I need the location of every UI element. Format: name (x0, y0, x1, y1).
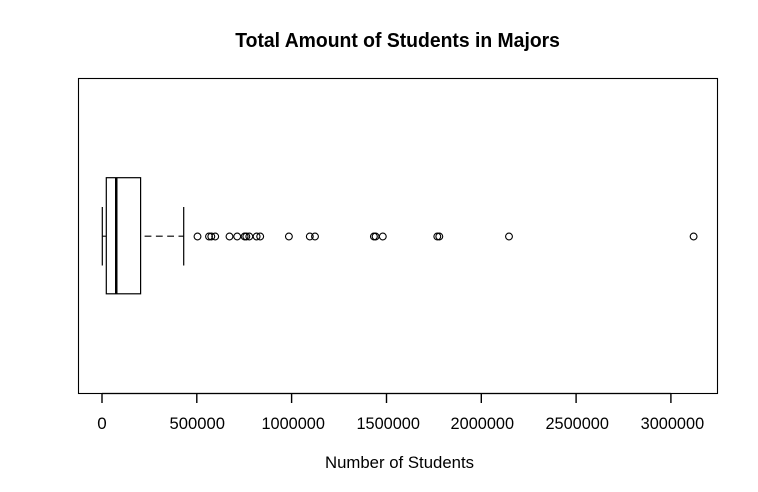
svg-text:1500000: 1500000 (356, 414, 420, 433)
svg-text:0: 0 (97, 414, 106, 433)
svg-text:Total Amount of Students in Ma: Total Amount of Students in Majors (235, 30, 560, 52)
svg-text:Number of Students: Number of Students (325, 453, 474, 472)
svg-text:1000000: 1000000 (261, 414, 325, 433)
svg-text:500000: 500000 (170, 414, 226, 433)
svg-text:3000000: 3000000 (641, 414, 705, 433)
svg-text:2000000: 2000000 (451, 414, 515, 433)
svg-text:2500000: 2500000 (545, 414, 609, 433)
